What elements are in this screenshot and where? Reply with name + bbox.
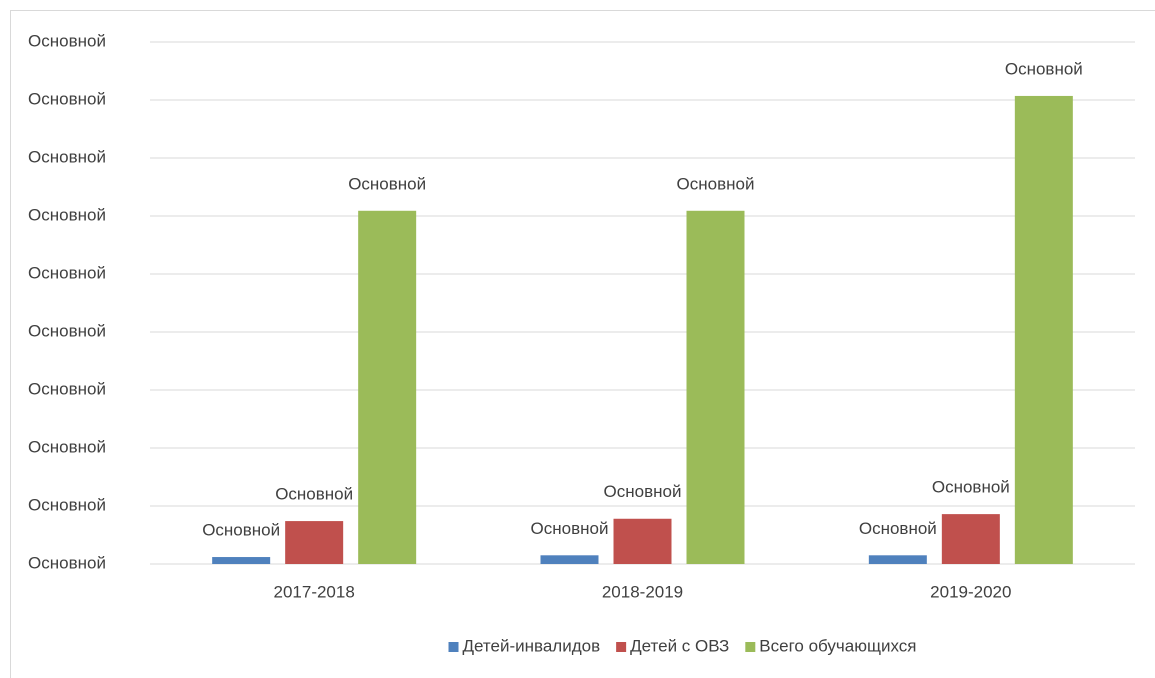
bar: [540, 555, 599, 564]
legend-swatch: [448, 642, 459, 652]
y-tick-label: Основной: [28, 89, 106, 108]
data-label: Основной: [859, 519, 937, 538]
legend-label: Детей с ОВЗ: [630, 636, 729, 655]
bar: [941, 514, 1000, 564]
bar: [1014, 95, 1073, 564]
bar: [686, 210, 745, 564]
legend-swatch: [616, 642, 627, 652]
y-tick-label: Основной: [28, 321, 106, 340]
bar: [868, 555, 927, 564]
x-tick-label: 2017-2018: [274, 582, 355, 601]
legend-label: Детей-инвалидов: [463, 636, 601, 655]
data-label: Основной: [677, 174, 755, 193]
data-label: Основной: [932, 478, 1010, 497]
data-label: Основной: [604, 482, 682, 501]
y-tick-label: Основной: [28, 437, 106, 456]
chart-border: [10, 10, 1155, 678]
data-label: Основной: [1005, 59, 1083, 78]
bar: [285, 521, 344, 564]
y-tick-label: Основной: [28, 31, 106, 50]
data-label: Основной: [531, 519, 609, 538]
y-tick-label: Основной: [28, 495, 106, 514]
x-tick-label: 2018-2019: [602, 582, 683, 601]
y-tick-label: Основной: [28, 263, 106, 282]
y-tick-label: Основной: [28, 147, 106, 166]
data-label: Основной: [348, 174, 426, 193]
data-label: Основной: [202, 521, 280, 540]
y-tick-label: Основной: [28, 553, 106, 572]
bar: [613, 518, 672, 564]
x-tick-label: 2019-2020: [930, 582, 1011, 601]
legend-swatch: [745, 642, 756, 652]
bar: [212, 557, 271, 564]
legend-label: Всего обучающихся: [759, 636, 916, 655]
y-tick-label: Основной: [28, 205, 106, 224]
y-tick-label: Основной: [28, 379, 106, 398]
bar: [358, 210, 417, 564]
data-label: Основной: [275, 485, 353, 504]
